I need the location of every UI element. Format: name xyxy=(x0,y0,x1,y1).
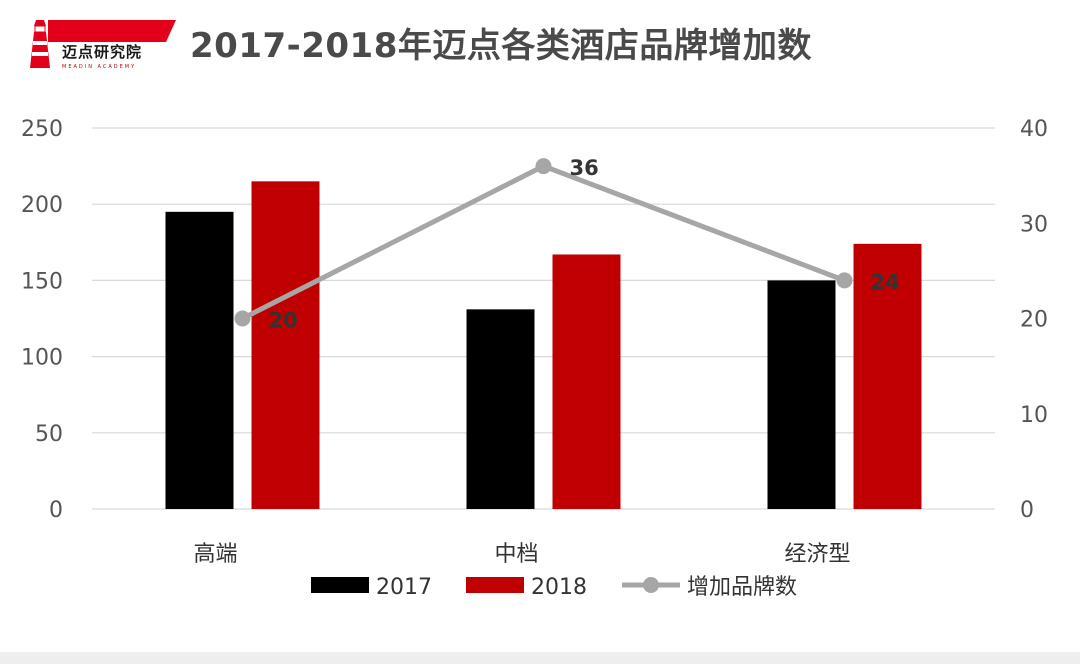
y-right-tick-label: 30 xyxy=(1020,212,1048,237)
line-point-2 xyxy=(836,272,853,289)
line-data-label: 36 xyxy=(570,156,599,180)
page-title: 2017-2018年迈点各类酒店品牌增加数 xyxy=(190,26,812,66)
logo-subtext: MEADIN ACADEMY xyxy=(62,64,137,70)
line-point-1 xyxy=(535,158,552,175)
y-right-tick-label: 40 xyxy=(1020,117,1048,142)
x-category-label: 中档 xyxy=(494,542,538,567)
y-right-tick-label: 20 xyxy=(1020,308,1048,333)
y-left-tick-label: 150 xyxy=(21,269,63,294)
legend-label-2018: 2018 xyxy=(531,575,587,600)
bar-2017-0 xyxy=(165,211,234,509)
bar-2018-1 xyxy=(552,254,621,509)
lighthouse-icon xyxy=(30,20,50,68)
bottom-strip xyxy=(0,652,1080,664)
y-left-tick-label: 100 xyxy=(21,346,63,371)
legend-swatch-2017 xyxy=(311,577,369,593)
x-category-label: 高端 xyxy=(193,542,237,567)
line-point-0 xyxy=(234,310,251,327)
y-left-tick-label: 200 xyxy=(21,193,63,218)
bar-2017-2 xyxy=(767,280,836,509)
line-data-label: 24 xyxy=(871,270,900,294)
legend-label-2017: 2017 xyxy=(376,575,432,600)
line-data-label: 20 xyxy=(269,309,298,333)
y-right-tick-label: 10 xyxy=(1020,403,1048,428)
logo-banner xyxy=(48,20,176,42)
legend-swatch-2018 xyxy=(466,577,524,593)
x-category-label: 经济型 xyxy=(784,542,850,567)
bar-2018-2 xyxy=(853,243,922,509)
bar-2018-0 xyxy=(251,181,320,509)
logo: 迈点研究院 MEADIN ACADEMY xyxy=(20,14,176,74)
y-left-tick-label: 50 xyxy=(35,422,63,447)
bar-2017-1 xyxy=(466,309,535,509)
legend-label-increase: 增加品牌数 xyxy=(687,575,797,600)
legend-marker-increase xyxy=(643,577,659,593)
logo-text: 迈点研究院 xyxy=(62,43,143,61)
y-right-tick-label: 0 xyxy=(1020,498,1034,523)
line-series-increase xyxy=(241,163,846,321)
y-left-tick-label: 0 xyxy=(49,498,63,523)
y-left-tick-label: 250 xyxy=(21,117,63,142)
